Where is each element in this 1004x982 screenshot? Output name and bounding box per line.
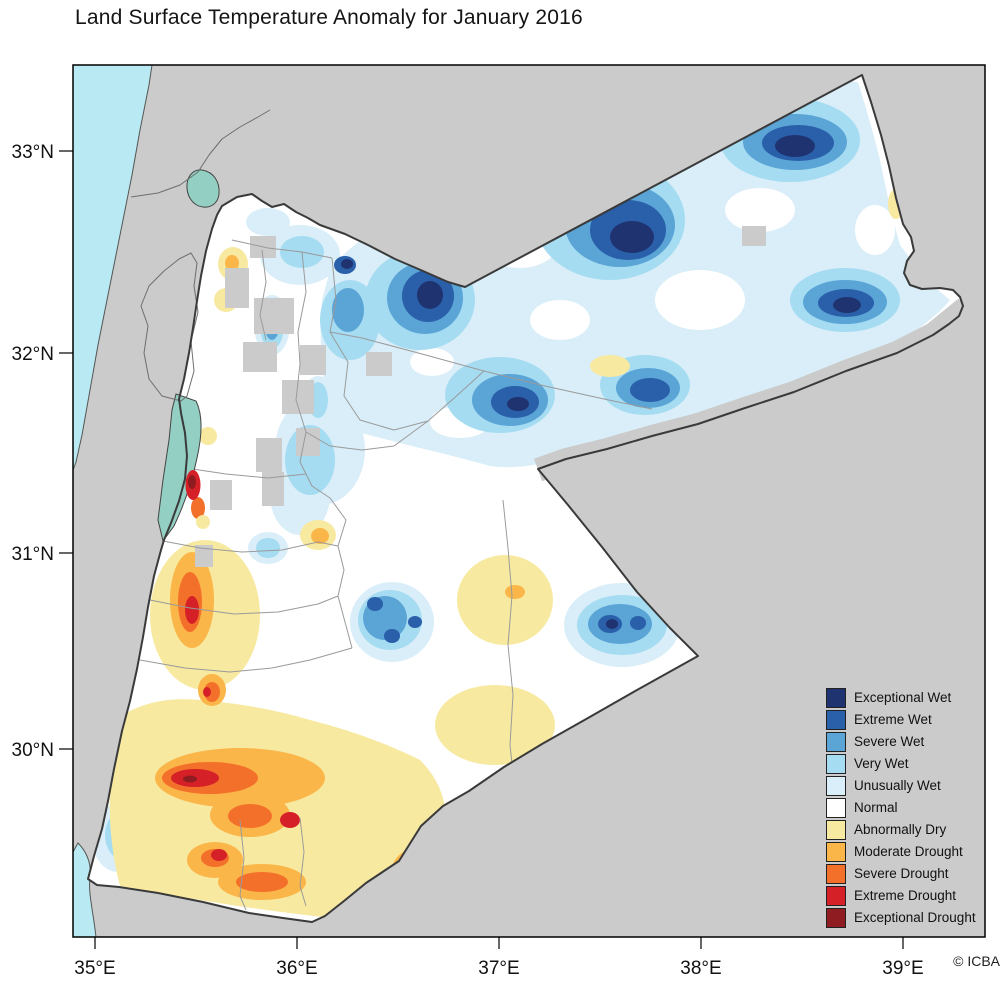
legend-item: Unusually Wet xyxy=(826,775,941,796)
y-tick-label: 33°N xyxy=(12,142,54,163)
plot-frame xyxy=(72,64,986,938)
y-tick-label: 30°N xyxy=(12,740,54,761)
sea-of-galilee xyxy=(186,169,220,208)
extreme-drought-patches xyxy=(171,596,300,861)
legend-swatch xyxy=(826,687,846,708)
legend-item: Normal xyxy=(826,797,898,818)
legend-label: Severe Wet xyxy=(854,734,925,749)
y-tick-label: 32°N xyxy=(12,344,54,365)
legend-item: Moderate Drought xyxy=(826,841,963,862)
x-tick-label: 38°E xyxy=(680,958,721,979)
legend-label: Extreme Drought xyxy=(854,888,957,903)
legend-swatch xyxy=(826,863,846,884)
legend-label: Abnormally Dry xyxy=(854,822,947,837)
legend-label: Exceptional Wet xyxy=(854,690,952,705)
axis-labels: 35°E 36°E 37°E 38°E 39°E 33°N 32°N 31°N … xyxy=(12,142,924,979)
exceptional-wet-patches xyxy=(341,135,861,817)
legend-swatch xyxy=(826,731,846,752)
west-bank-border xyxy=(140,252,199,402)
y-tick-label: 31°N xyxy=(12,544,54,565)
legend-swatch xyxy=(826,709,846,730)
legend-swatch xyxy=(826,819,846,840)
legend-item: Severe Wet xyxy=(826,731,925,752)
legend-item: Abnormally Dry xyxy=(826,819,947,840)
neighbour-borders xyxy=(130,109,271,402)
attribution: © ICBA xyxy=(953,953,1000,969)
legend-label: Severe Drought xyxy=(854,866,949,881)
legend-swatch xyxy=(826,775,846,796)
legend-swatch xyxy=(826,753,846,774)
legend-swatch xyxy=(826,797,846,818)
mediterranean-sea xyxy=(72,64,153,471)
x-tick-label: 36°E xyxy=(276,958,317,979)
axis-ticks xyxy=(59,150,904,949)
legend-swatch xyxy=(826,885,846,906)
x-tick-label: 37°E xyxy=(478,958,519,979)
lebanon-golan-border xyxy=(130,109,271,198)
legend-swatch xyxy=(826,841,846,862)
legend-item: Exceptional Drought xyxy=(826,907,976,928)
legend-item: Exceptional Wet xyxy=(826,687,952,708)
legend-label: Exceptional Drought xyxy=(854,910,976,925)
legend-item: Extreme Wet xyxy=(826,709,932,730)
x-tick-label: 35°E xyxy=(74,958,115,979)
legend-item: Very Wet xyxy=(826,753,909,774)
legend-swatch xyxy=(826,907,846,928)
legend-label: Moderate Drought xyxy=(854,844,963,859)
governorate-boundaries xyxy=(139,239,653,911)
legend-label: Unusually Wet xyxy=(854,778,941,793)
legend-item: Extreme Drought xyxy=(826,885,957,906)
legend-label: Extreme Wet xyxy=(854,712,932,727)
legend-item: Severe Drought xyxy=(826,863,949,884)
jordan-border xyxy=(87,74,964,923)
legend-label: Normal xyxy=(854,800,898,815)
x-tick-label: 39°E xyxy=(882,958,923,979)
page-title: Land Surface Temperature Anomaly for Jan… xyxy=(75,6,583,29)
legend-label: Very Wet xyxy=(854,756,909,771)
dead-sea-shore-drought-spot xyxy=(185,470,210,529)
exceptional-drought-patches xyxy=(183,775,197,783)
